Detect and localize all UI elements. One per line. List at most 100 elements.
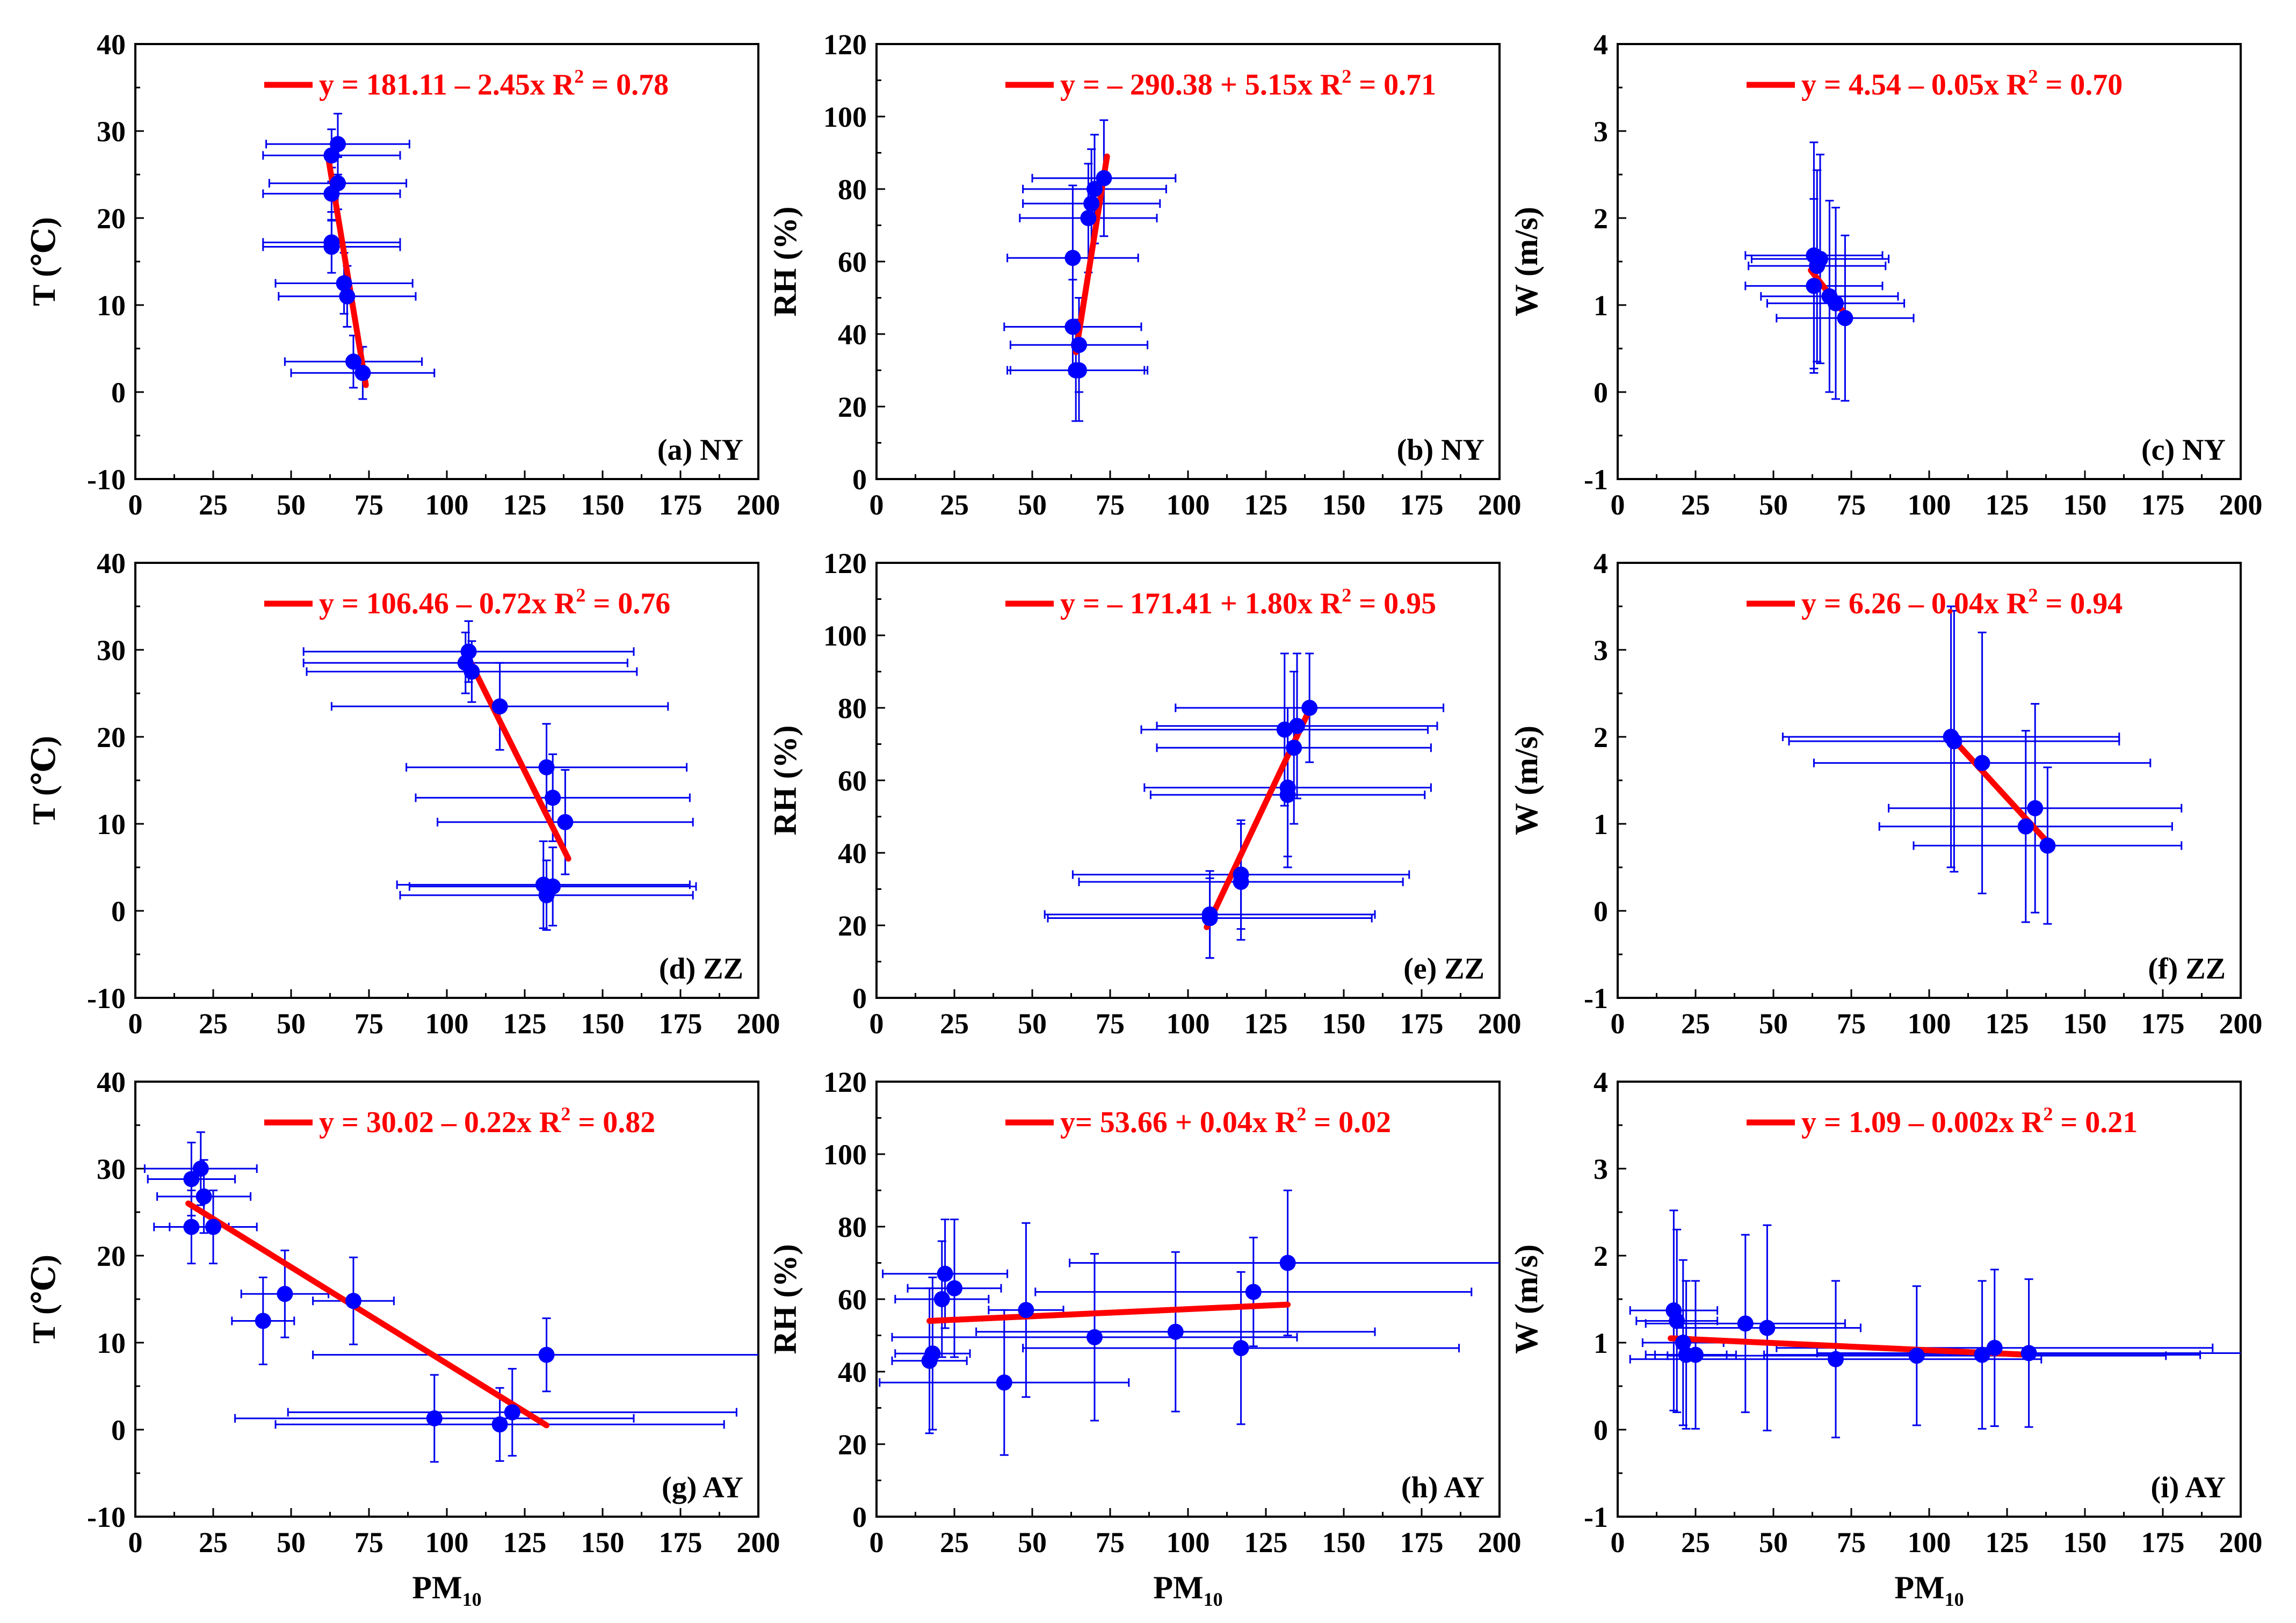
x-tick-label: 100	[425, 1008, 469, 1040]
data-point	[1279, 787, 1296, 803]
data-point	[1986, 1339, 2003, 1356]
y-tick-label: 0	[852, 982, 867, 1015]
panel-b: 0 25 50 75 100 125 150 175 200 0 20 40 60 80 100 120 RH …	[767, 28, 1522, 521]
x-tick-label: 75	[1096, 1526, 1125, 1559]
data-point	[183, 1219, 200, 1235]
x-tick-label: 50	[1759, 489, 1788, 521]
x-tick-label: 200	[2219, 1008, 2263, 1040]
x-tick-label: 50	[277, 489, 306, 521]
data-point	[323, 238, 340, 255]
data-point	[1737, 1315, 1754, 1332]
plot-frame	[875, 562, 1501, 999]
x-tick-label: 150	[581, 1526, 625, 1559]
y-tick-label: 0	[111, 1414, 126, 1446]
y-tick-label: 20	[97, 202, 126, 235]
x-tick-label: 125	[503, 1526, 547, 1559]
data-point	[1289, 718, 1305, 734]
y-tick-label: 30	[97, 634, 126, 666]
x-tick-label: 100	[1167, 489, 1210, 521]
x-tick-label: 125	[503, 1008, 547, 1040]
x-tick-label: 125	[1244, 489, 1288, 521]
y-tick-label: 40	[838, 318, 867, 351]
y-tick-label: 100	[823, 1139, 867, 1171]
data-point	[1064, 318, 1081, 335]
data-point	[504, 1404, 520, 1421]
x-tick-label: 50	[1018, 489, 1047, 521]
error-bars	[879, 1190, 1500, 1456]
data-point	[1946, 733, 1962, 750]
data-point	[1071, 337, 1087, 353]
y-tick-label: 80	[838, 173, 867, 206]
x-tick-label: 200	[1478, 1526, 1522, 1559]
x-tick-label: 25	[1681, 489, 1710, 521]
panel-label: (c) NY	[2141, 433, 2226, 467]
panel-h: 0 25 50 75 100 125 150 175 200 0 20 40 60 80 100 120 RH …	[767, 1066, 1522, 1559]
x-tick-label: 50	[277, 1008, 306, 1040]
plot-frame	[1617, 43, 2242, 480]
y-axis-title: RH (%)	[767, 726, 803, 836]
y-tick-label: 2	[1594, 202, 1608, 235]
data-point	[1064, 250, 1081, 266]
data-point	[339, 288, 356, 305]
x-tick-label: 0	[870, 489, 884, 521]
error-bars	[1629, 1209, 2241, 1439]
data-point	[1083, 195, 1100, 212]
panel-label: (d) ZZ	[659, 952, 743, 986]
fit-line	[466, 655, 571, 862]
y-tick-label: 30	[97, 1153, 126, 1185]
regression-equation: y = 181.11 – 2.45x R2 = 0.78	[319, 66, 669, 102]
x-tick-label: 50	[277, 1526, 306, 1559]
y-tick-label: 120	[823, 28, 867, 61]
y-tick-label: 1	[1594, 289, 1608, 322]
y-axis-title: T (℃)	[26, 736, 62, 825]
panel-label: (h) AY	[1401, 1471, 1484, 1504]
x-tick-label: 75	[1096, 489, 1125, 521]
x-tick-label: 75	[354, 1008, 383, 1040]
x-tick-label: 125	[1244, 1008, 1288, 1040]
panel-label: (i) AY	[2150, 1471, 2226, 1504]
data-point	[1837, 310, 1853, 327]
data-point	[1080, 210, 1097, 226]
y-axis-title: T (℃)	[26, 217, 62, 306]
y-tick-label: 60	[838, 1284, 867, 1316]
y-tick-label: -10	[87, 1501, 126, 1533]
data-point	[1675, 1335, 1691, 1351]
x-tick-label: 75	[1837, 1526, 1866, 1559]
y-tick-label: 80	[838, 1211, 867, 1243]
data-point	[345, 1293, 361, 1309]
x-tick-label: 0	[1611, 489, 1625, 521]
x-tick-label: 125	[503, 489, 547, 521]
y-tick-label: 1	[1594, 808, 1608, 841]
x-tick-label: 25	[1681, 1526, 1710, 1559]
data-point	[933, 1291, 950, 1307]
y-tick-label: 3	[1594, 634, 1608, 666]
fit-line	[1668, 1335, 2032, 1358]
y-tick-label: 10	[97, 1327, 126, 1359]
error-bars	[302, 620, 697, 931]
x-tick-label: 175	[659, 1008, 702, 1040]
y-tick-label: -1	[1584, 982, 1608, 1015]
panel-label: (g) AY	[662, 1471, 743, 1504]
data-point	[545, 789, 561, 806]
panel-e: 0 25 50 75 100 125 150 175 200 0 20 40 60 80 100 120 RH …	[767, 547, 1522, 1040]
y-tick-label: 100	[823, 620, 867, 652]
y-tick-label: 10	[97, 808, 126, 841]
fit-line	[185, 1200, 550, 1429]
data-point	[323, 185, 340, 202]
x-tick-label: 100	[425, 1526, 469, 1559]
data-point	[195, 1188, 212, 1205]
x-tick-label: 175	[1400, 1008, 1444, 1040]
x-tick-label: 25	[199, 1526, 228, 1559]
x-tick-label: 100	[1908, 489, 1951, 521]
data-point	[354, 365, 371, 381]
data-point	[1809, 258, 1826, 274]
data-point	[277, 1286, 293, 1302]
x-tick-label: 150	[581, 489, 625, 521]
y-tick-label: 40	[97, 28, 126, 61]
x-tick-label: 25	[940, 489, 969, 521]
y-tick-label: 40	[838, 837, 867, 870]
x-tick-label: 100	[1908, 1008, 1951, 1040]
